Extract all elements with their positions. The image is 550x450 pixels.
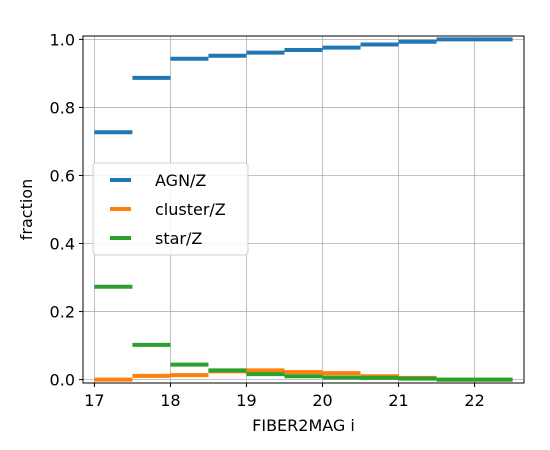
y-tick-label: 0.0 [50, 371, 75, 390]
series-star-z [94, 287, 512, 380]
y-axis-label: fraction [17, 179, 36, 240]
y-tick-label: 0.8 [50, 98, 75, 117]
x-tick-label: 18 [160, 391, 180, 410]
x-axis-label: FIBER2MAG i [252, 416, 355, 435]
legend-entry: cluster/Z [155, 200, 226, 219]
y-tick-label: 0.2 [50, 303, 75, 322]
y-tick-label: 0.6 [50, 166, 75, 185]
x-tick-label: 22 [464, 391, 484, 410]
series-agn-z [94, 39, 512, 132]
legend-entry: AGN/Z [155, 171, 206, 190]
x-tick-label: 20 [312, 391, 332, 410]
legend: AGN/Z cluster/Z star/Z [93, 163, 248, 255]
legend-entry: star/Z [155, 229, 202, 248]
y-tick-label: 0.4 [50, 235, 75, 254]
x-tick-label: 17 [84, 391, 104, 410]
x-tick-label: 19 [236, 391, 256, 410]
y-tick-label: 1.0 [50, 30, 75, 49]
x-tick-label: 21 [388, 391, 408, 410]
